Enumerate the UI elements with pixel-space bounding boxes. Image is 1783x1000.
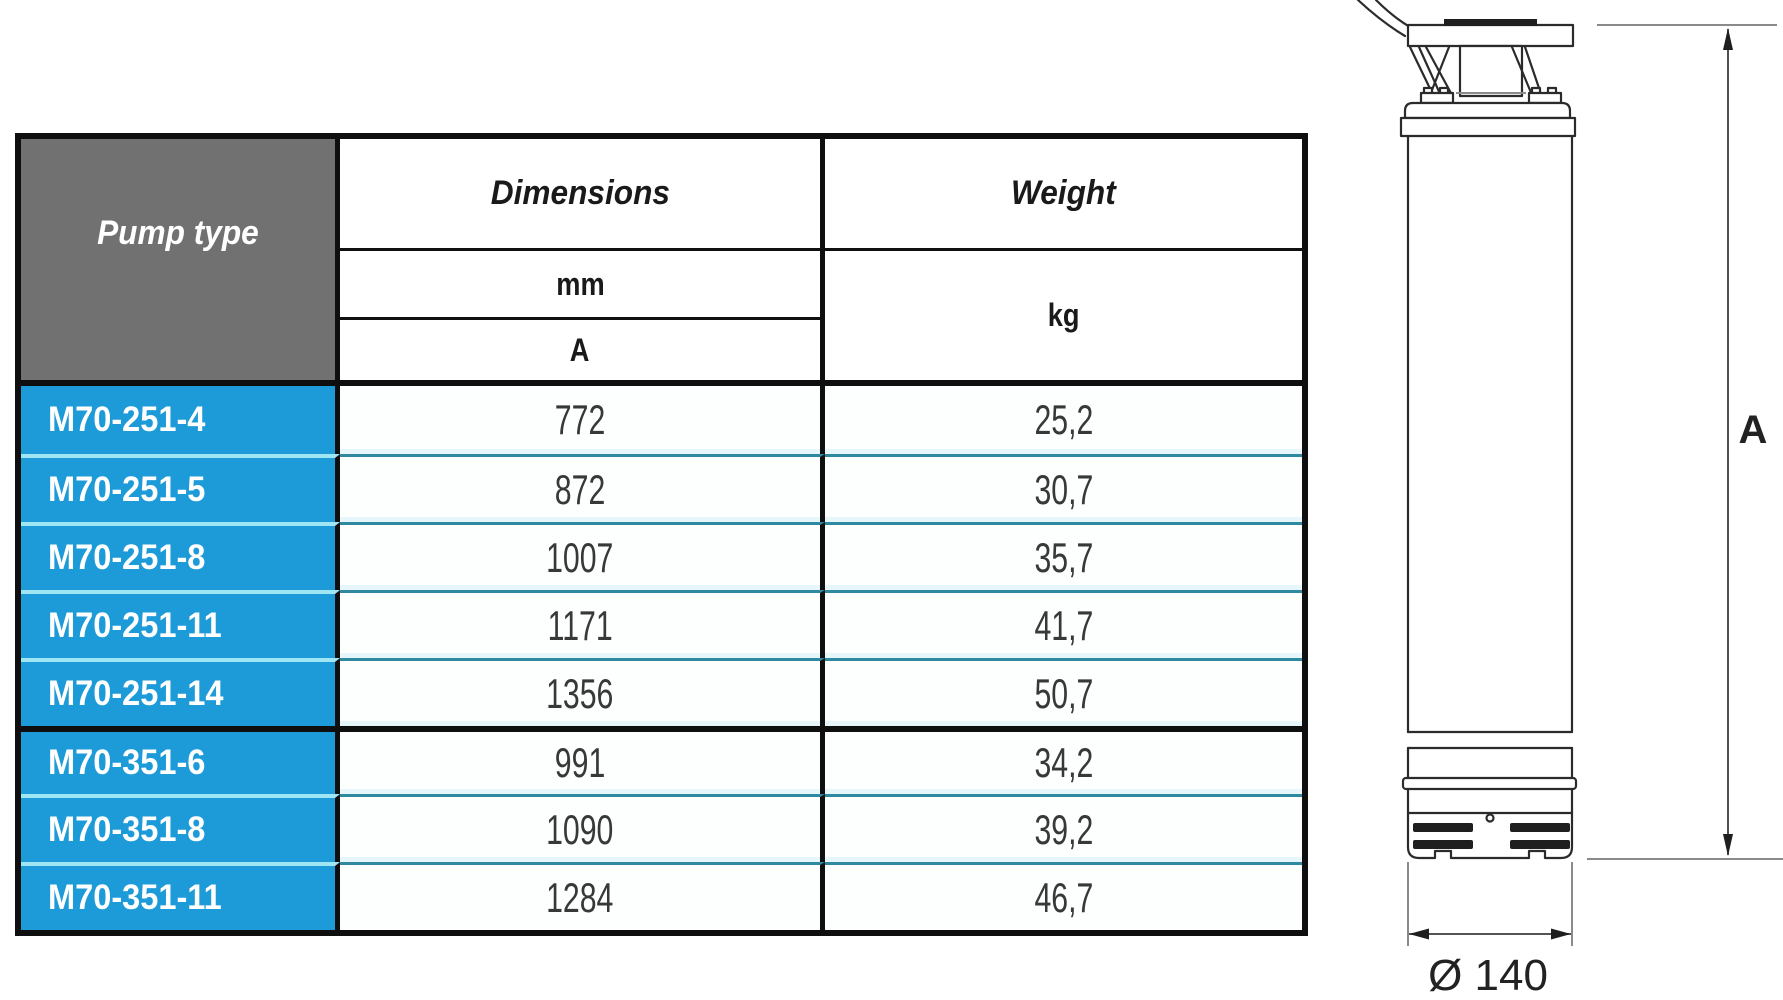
table-row: M70-251-5 872 30,7 — [21, 454, 1302, 522]
pump-type-label: Pump type — [97, 214, 259, 252]
header-col-dimensions: Dimensions mm A — [340, 139, 825, 380]
dimension-cell: 772 — [340, 386, 825, 454]
dimensions-label: Dimensions — [490, 174, 670, 212]
dimension-cell: 1007 — [340, 522, 825, 590]
pump-discharge-head — [1406, 19, 1575, 105]
dimension-cell: 1284 — [340, 862, 825, 930]
pump-model: M70-351-8 — [48, 810, 206, 849]
pump-type-cell: M70-251-5 — [21, 454, 340, 522]
weight-cell: 25,2 — [825, 386, 1302, 454]
weight-value: 25,2 — [1034, 396, 1093, 443]
table-row: M70-251-4 772 25,2 — [21, 386, 1302, 454]
weight-value: 30,7 — [1034, 465, 1093, 513]
weight-value: 34,2 — [1034, 739, 1093, 786]
header-cell-a: A — [340, 320, 820, 380]
weight-cell: 39,2 — [825, 794, 1302, 862]
dimension-value: 991 — [554, 739, 606, 786]
pump-type-cell: M70-251-11 — [21, 590, 340, 658]
table-row: M70-251-8 1007 35,7 — [21, 522, 1302, 590]
dimension-cell: 1356 — [340, 658, 825, 726]
pump-model: M70-251-5 — [48, 470, 206, 509]
header-cell-kg: kg — [825, 251, 1302, 380]
weight-value: 50,7 — [1034, 669, 1093, 717]
pump-cable — [1356, 0, 1442, 97]
weight-unit-label: kg — [1047, 297, 1080, 333]
height-dimension: A — [1587, 24, 1783, 860]
pump-type-cell: M70-251-4 — [21, 386, 340, 454]
pump-model: M70-351-11 — [48, 878, 222, 917]
table-row: M70-251-11 1171 41,7 — [21, 590, 1302, 658]
pump-model: M70-251-4 — [48, 400, 206, 439]
weight-value: 46,7 — [1034, 873, 1093, 921]
height-dim-label: A — [1739, 408, 1768, 452]
weight-value: 35,7 — [1034, 533, 1093, 581]
pump-type-cell: M70-251-14 — [21, 658, 340, 726]
dimension-cell: 1090 — [340, 794, 825, 862]
header-col-weight: Weight kg — [825, 139, 1302, 380]
weight-value: 41,7 — [1034, 601, 1093, 649]
weight-label: Weight — [1011, 174, 1116, 212]
header-cell-pump-type: Pump type — [21, 139, 340, 380]
table-row: M70-351-6 991 34,2 — [21, 726, 1302, 794]
dimension-value: 1356 — [546, 669, 614, 717]
dimension-value: 872 — [554, 465, 606, 513]
dimension-value: 1007 — [546, 533, 614, 581]
weight-cell: 50,7 — [825, 658, 1302, 726]
pump-type-cell: M70-351-11 — [21, 862, 340, 930]
pump-model: M70-351-6 — [48, 743, 206, 782]
table-header: Pump type Dimensions mm A Weight kg — [21, 139, 1302, 386]
table-row: M70-351-8 1090 39,2 — [21, 794, 1302, 862]
pump-motor-section — [1401, 746, 1578, 860]
dimensions-unit-label: mm — [555, 265, 605, 302]
weight-cell: 35,7 — [825, 522, 1302, 590]
dimension-value: 1171 — [547, 601, 613, 649]
weight-cell: 41,7 — [825, 590, 1302, 658]
weight-value: 39,2 — [1034, 805, 1093, 853]
pump-model: M70-251-11 — [48, 606, 222, 645]
header-cell-mm: mm — [340, 251, 820, 320]
table-row: M70-251-14 1356 50,7 — [21, 658, 1302, 726]
dimension-symbol-label: A — [570, 331, 590, 368]
diameter-dimension: Ø 140 — [1407, 862, 1573, 1000]
diameter-dim-label: Ø 140 — [1428, 951, 1548, 1000]
dimension-cell: 991 — [340, 726, 825, 794]
pump-type-cell: M70-351-8 — [21, 794, 340, 862]
pump-type-cell: M70-351-6 — [21, 726, 340, 794]
pump-spec-table: Pump type Dimensions mm A Weight kg M70-… — [15, 133, 1308, 936]
table-row: M70-351-11 1284 46,7 — [21, 862, 1302, 930]
header-cell-weight: Weight — [825, 139, 1302, 251]
dimension-value: 772 — [554, 396, 606, 443]
weight-cell: 34,2 — [825, 726, 1302, 794]
weight-cell: 30,7 — [825, 454, 1302, 522]
pump-body — [1399, 101, 1577, 750]
weight-cell: 46,7 — [825, 862, 1302, 930]
pump-model: M70-251-14 — [48, 674, 224, 713]
dimension-cell: 1171 — [340, 590, 825, 658]
dimension-cell: 872 — [340, 454, 825, 522]
dimension-value: 1090 — [546, 805, 614, 853]
pump-type-cell: M70-251-8 — [21, 522, 340, 590]
header-cell-dimensions: Dimensions — [340, 139, 820, 251]
pump-model: M70-251-8 — [48, 538, 206, 577]
dimension-value: 1284 — [546, 873, 614, 921]
